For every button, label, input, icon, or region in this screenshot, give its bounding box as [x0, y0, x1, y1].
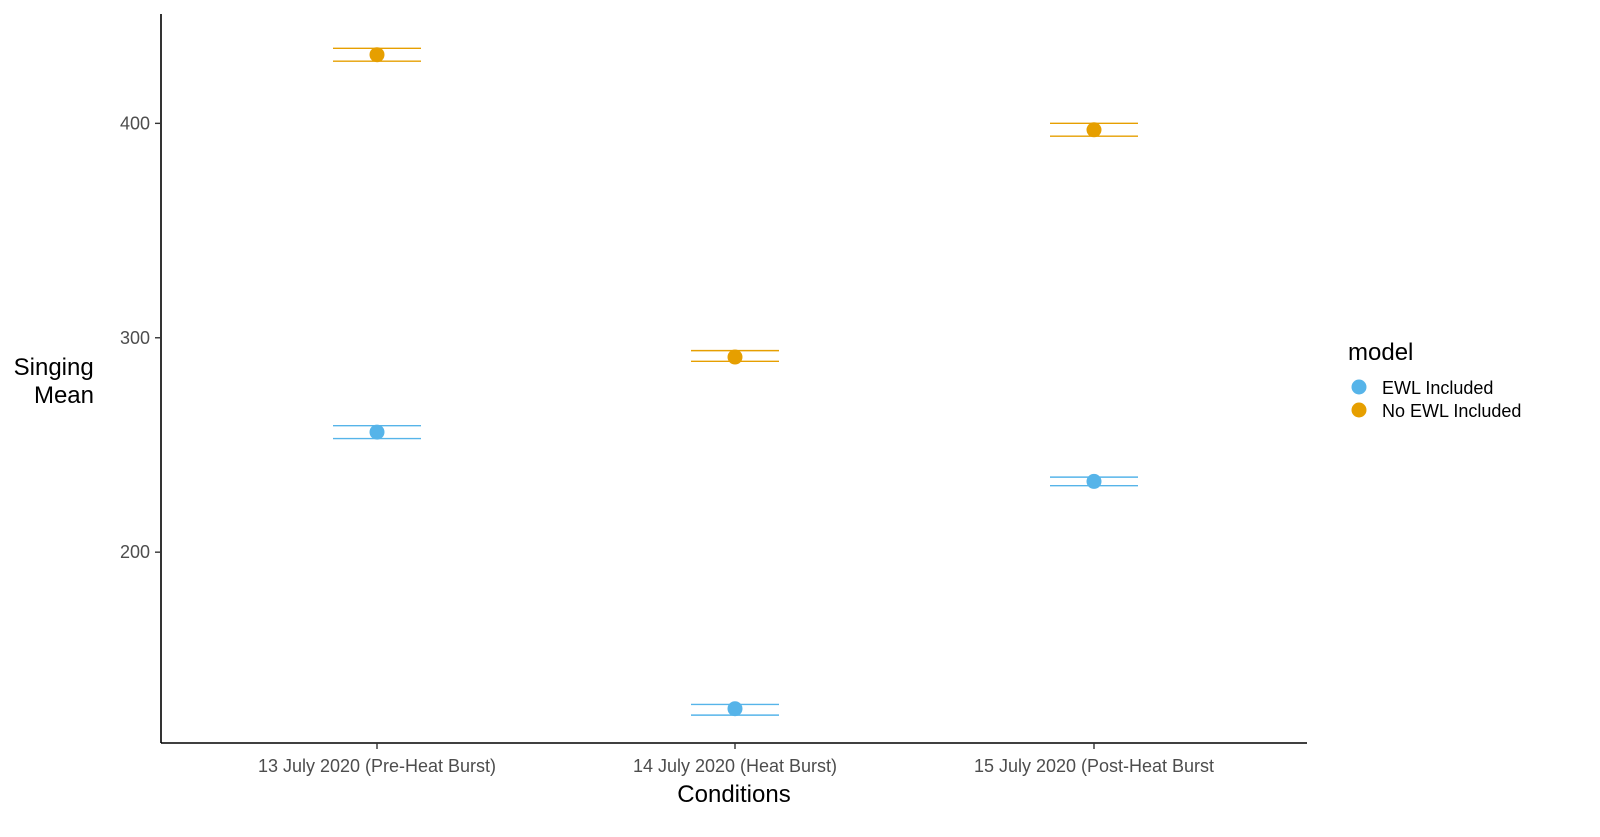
y-axis-title-line: Mean: [34, 382, 94, 409]
legend-key: [1351, 379, 1367, 395]
x-tick-label: 14 July 2020 (Heat Burst): [633, 756, 837, 776]
plot-area: [333, 47, 1138, 717]
data-point: [727, 701, 743, 717]
data-point: [1086, 473, 1102, 489]
y-axis-title-line: Singing: [14, 354, 94, 381]
x-tick-label: 13 July 2020 (Pre-Heat Burst): [258, 756, 496, 776]
data-point: [369, 424, 385, 440]
legend-label: No EWL Included: [1382, 401, 1521, 421]
y-axis-title: Singing Mean: [14, 354, 101, 409]
legend-key: [1351, 402, 1367, 418]
x-tick-label: 15 July 2020 (Post-Heat Burst: [974, 756, 1214, 776]
data-point: [727, 349, 743, 365]
data-point: [369, 47, 385, 63]
legend-items: EWL Included No EWL Included: [1351, 378, 1521, 421]
data-point: [1086, 122, 1102, 138]
ticks: 200 300 400 13 July 2020 (Pre-Heat Burst) 14…: [120, 113, 1214, 776]
x-axis-title: Conditions: [677, 781, 790, 808]
legend: model EWL Included No EWL Included: [1348, 339, 1521, 421]
y-tick-label: 300: [120, 328, 150, 348]
y-tick-label: 200: [120, 542, 150, 562]
legend-label: EWL Included: [1382, 378, 1493, 398]
axes: [160, 14, 1307, 744]
y-tick-label: 400: [120, 113, 150, 133]
legend-title: model: [1348, 339, 1413, 366]
